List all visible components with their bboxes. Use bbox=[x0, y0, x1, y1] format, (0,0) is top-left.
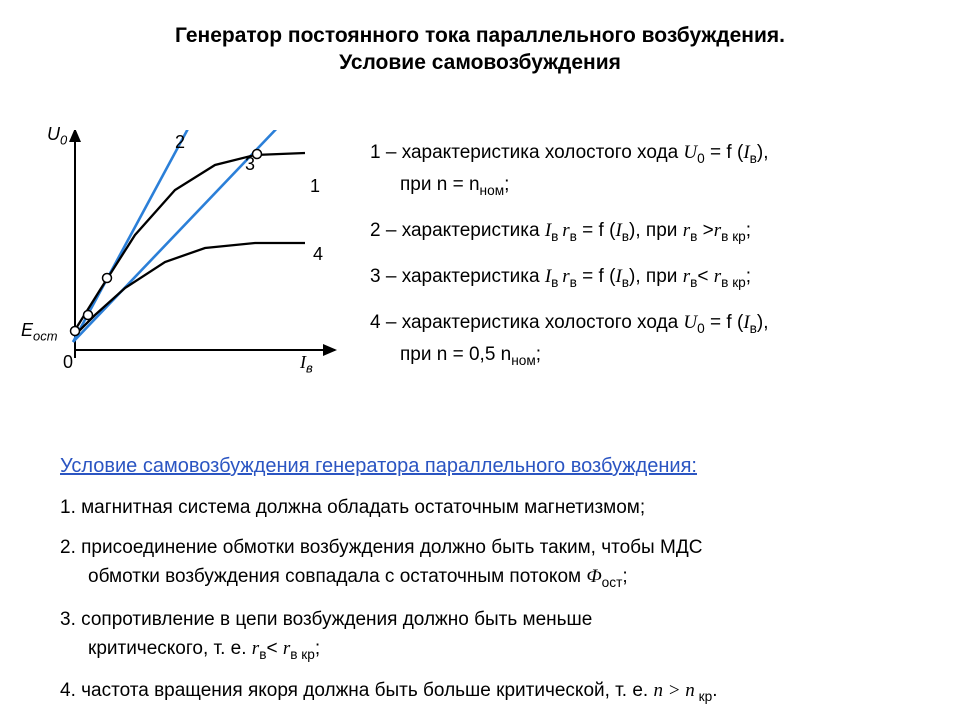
chart-svg: 2314 bbox=[55, 130, 345, 385]
chart-region: 2314 U0 Iв Eост 0 bbox=[55, 130, 345, 410]
condition-1: 1. магнитная система должна обладать ост… bbox=[60, 495, 900, 521]
condition-3b: критического, т. е. rв< rв кр; bbox=[88, 636, 900, 664]
legend-item-2: 2 – характеристика Iв rв = f (Iв), при r… bbox=[370, 218, 930, 246]
conditions-list: 1. магнитная система должна обладать ост… bbox=[60, 495, 900, 721]
legend-item-4: 4 – характеристика холостого хода U0 = f… bbox=[370, 310, 930, 338]
x-axis-label: Iв bbox=[300, 352, 313, 376]
condition-3a: 3. сопротивление в цепи возбуждения долж… bbox=[60, 607, 900, 633]
svg-text:1: 1 bbox=[310, 176, 320, 196]
legend-region: 1 – характеристика холостого хода U0 = f… bbox=[370, 140, 930, 388]
legend-item-1-cond: при n = nном; bbox=[400, 172, 930, 200]
condition-2a: 2. присоединение обмотки возбуждения дол… bbox=[60, 535, 900, 561]
title-line1: Генератор постоянного тока параллельного… bbox=[175, 24, 785, 47]
e-ost-label: Eост bbox=[21, 320, 58, 344]
condition-2b: обмотки возбуждения совпадала с остаточн… bbox=[88, 564, 900, 592]
condition-4: 4. частота вращения якоря должна быть бо… bbox=[60, 678, 900, 706]
title-line2: Условие самовозбуждения bbox=[339, 51, 621, 74]
legend-item-3: 3 – характеристика Iв rв = f (Iв), при r… bbox=[370, 264, 930, 292]
legend-item-1: 1 – характеристика холостого хода U0 = f… bbox=[370, 140, 930, 168]
svg-text:2: 2 bbox=[175, 132, 185, 152]
page-title: Генератор постоянного тока параллельного… bbox=[0, 0, 960, 77]
origin-label: 0 bbox=[63, 352, 73, 373]
y-axis-label: U0 bbox=[47, 124, 67, 148]
legend-item-4-cond: при n = 0,5 nном; bbox=[400, 342, 930, 370]
conditions-header: Условие самовозбуждения генератора парал… bbox=[60, 455, 697, 478]
svg-text:4: 4 bbox=[313, 244, 323, 264]
